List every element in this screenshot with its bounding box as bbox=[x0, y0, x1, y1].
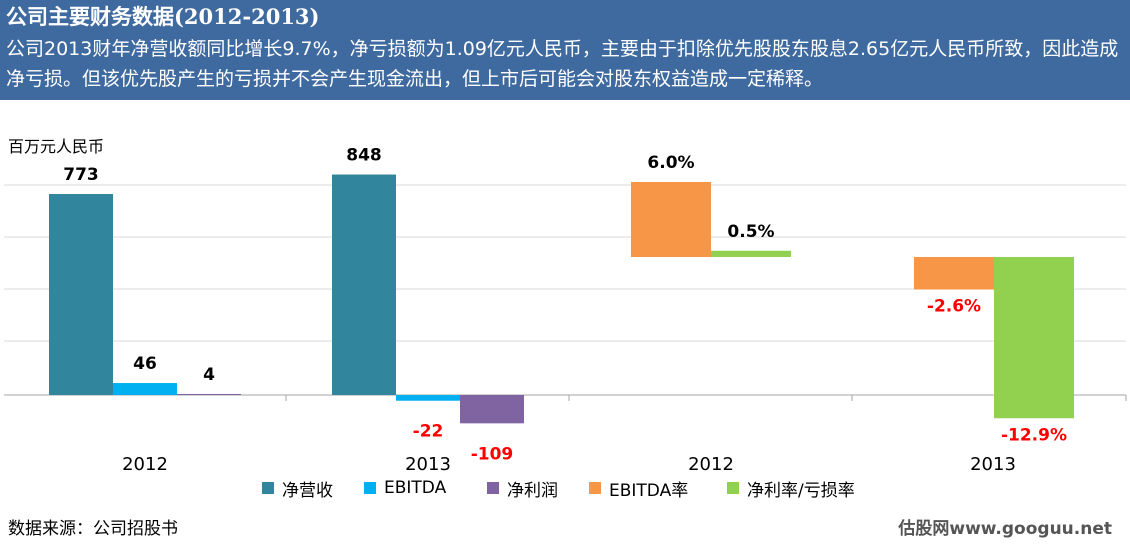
bar-ebitda-margin bbox=[914, 257, 994, 290]
legend-item-ebitda: EBITDA bbox=[364, 476, 446, 500]
legend-swatch bbox=[364, 482, 376, 494]
source-note: 数据来源：公司招股书 bbox=[8, 519, 178, 539]
x-tick-label: 2012 bbox=[122, 454, 168, 475]
bar-net-income bbox=[460, 395, 524, 424]
data-label: 46 bbox=[133, 354, 157, 374]
chart-area: 773 46 4 848 -22 -109 6.0% 0.5% -2.6% -12.9% 2012 2… bbox=[4, 146, 1127, 475]
legend-swatch bbox=[727, 482, 739, 494]
x-tick-label: 2013 bbox=[405, 454, 451, 475]
bar-net-income bbox=[177, 393, 241, 395]
data-label: -109 bbox=[471, 444, 514, 464]
legend-label: 净利率/亏损率 bbox=[747, 480, 855, 501]
legend-item-net-revenue: 净营收 bbox=[262, 476, 333, 501]
data-label: 6.0% bbox=[647, 153, 694, 173]
data-label: -12.9% bbox=[1001, 425, 1067, 445]
legend-swatch bbox=[262, 482, 274, 494]
data-label: 848 bbox=[346, 146, 382, 166]
bar-net-revenue bbox=[332, 174, 396, 395]
chart-header: 公司主要财务数据(2012-2013) 公司2013财年净营收额同比增长9.7%… bbox=[0, 0, 1130, 100]
legend-item-ebitda-margin: EBITDA率 bbox=[589, 476, 689, 501]
legend-swatch bbox=[487, 482, 499, 494]
chart-subtitle: 公司2013财年净营收额同比增长9.7%，净亏损额为1.09亿元人民币，主要由于… bbox=[6, 38, 1119, 90]
legend-item-net-margin: 净利率/亏损率 bbox=[727, 476, 855, 501]
chart-title: 公司主要财务数据(2012-2013) bbox=[6, 4, 320, 29]
bar-ebitda bbox=[396, 395, 460, 401]
bar-net-revenue bbox=[49, 194, 113, 395]
data-label: 4 bbox=[203, 365, 215, 385]
bar-ebitda-margin bbox=[631, 182, 711, 257]
data-label: -22 bbox=[413, 422, 444, 442]
data-label: -2.6% bbox=[927, 297, 981, 317]
watermark: 估股网www.googuu.net bbox=[898, 519, 1112, 539]
legend-label: 净利润 bbox=[507, 480, 558, 501]
x-tick-label: 2013 bbox=[970, 454, 1016, 475]
data-label: 773 bbox=[63, 165, 99, 185]
legend-label: 净营收 bbox=[282, 480, 333, 501]
bar-net-margin bbox=[994, 257, 1074, 419]
legend-label: EBITDA率 bbox=[609, 480, 689, 501]
legend-item-net-income: 净利润 bbox=[487, 476, 558, 501]
legend: 净营收 EBITDA 净利润 EBITDA率 净利率/亏损率 bbox=[0, 476, 1130, 501]
unit-label: 百万元人民币 bbox=[8, 137, 105, 156]
x-tick-label: 2012 bbox=[688, 454, 734, 475]
bar-ebitda bbox=[113, 383, 177, 395]
data-label: 0.5% bbox=[727, 222, 774, 242]
legend-label: EBITDA bbox=[384, 478, 447, 498]
bar-net-margin bbox=[711, 250, 791, 257]
legend-swatch bbox=[589, 482, 601, 494]
